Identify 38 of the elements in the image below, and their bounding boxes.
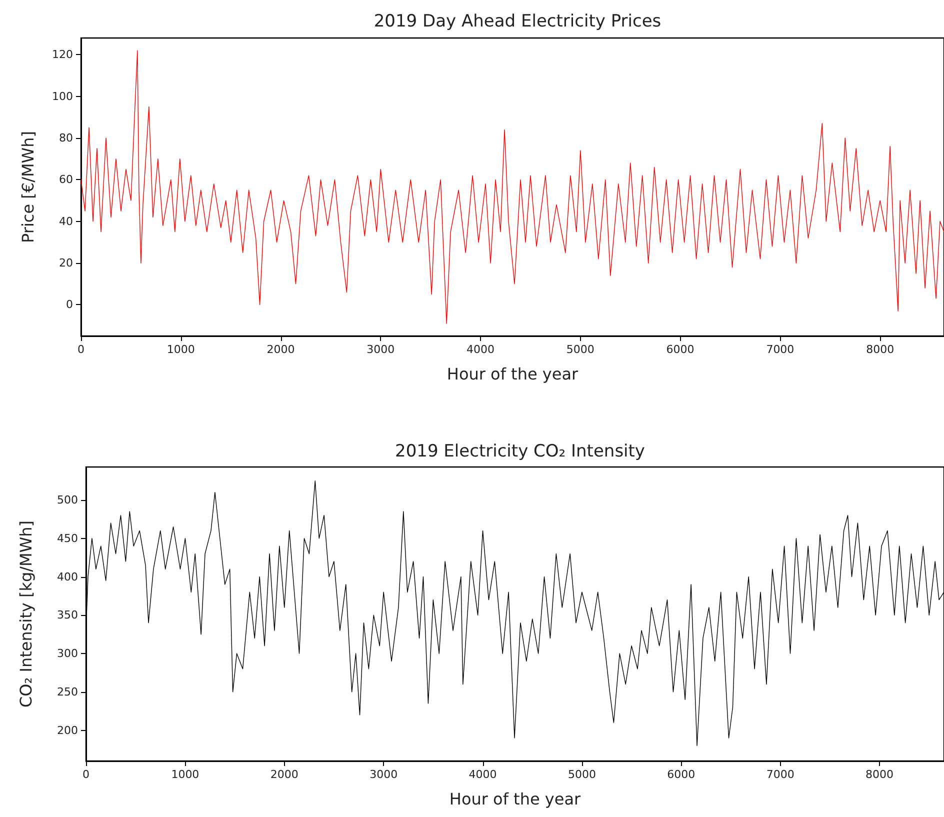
x-tick-label: 3000: [370, 768, 398, 781]
x-tick-label: 1000: [166, 343, 195, 356]
y-tick-label: 0: [66, 298, 73, 312]
y-axis-title: Price [€/MWh]: [18, 131, 38, 243]
y-tick-label: 500: [57, 494, 78, 507]
x-tick-label: 4000: [468, 768, 497, 781]
y-tick-label: 400: [57, 570, 78, 584]
x-tick-label: 1000: [171, 768, 200, 781]
y-tick-label: 80: [59, 132, 73, 145]
y-tick-label: 350: [57, 608, 78, 622]
y-tick-label: 120: [52, 48, 73, 62]
y-tick-label: 300: [57, 647, 78, 660]
x-tick-label: 2000: [266, 343, 295, 356]
y-tick-label: 100: [52, 90, 73, 103]
y-tick-label: 40: [59, 214, 73, 228]
y-axis-title: CO₂ Intensity [kg/MWh]: [16, 520, 36, 708]
x-tick-label: 0: [82, 768, 90, 781]
x-tick-label: 7000: [766, 768, 794, 781]
chart-title: 2019 Electricity CO₂ Intensity: [395, 442, 645, 462]
y-tick-label: 200: [57, 724, 78, 737]
y-tick-label: 60: [59, 173, 73, 186]
x-axis-title: Hour of the year: [449, 790, 582, 808]
line-series: [80, 50, 944, 324]
x-tick-label: 7000: [766, 343, 794, 356]
y-tick-label: 250: [57, 685, 78, 698]
x-tick-label: 2000: [270, 768, 298, 781]
x-tick-label: 5000: [566, 343, 594, 356]
x-axis-title: Hour of the year: [446, 364, 579, 384]
x-tick-label: 6000: [667, 768, 696, 781]
x-tick-label: 8000: [866, 343, 894, 356]
x-tick-label: 3000: [366, 343, 395, 356]
chart-title: 2019 Day Ahead Electricity Prices: [374, 12, 662, 32]
y-tick-label: 20: [59, 256, 73, 270]
x-tick-label: 8000: [866, 768, 894, 781]
x-tick-label: 6000: [666, 343, 694, 356]
x-tick-label: 4000: [466, 343, 495, 356]
y-tick-label: 450: [57, 532, 78, 545]
x-tick-label: 5000: [568, 768, 596, 781]
